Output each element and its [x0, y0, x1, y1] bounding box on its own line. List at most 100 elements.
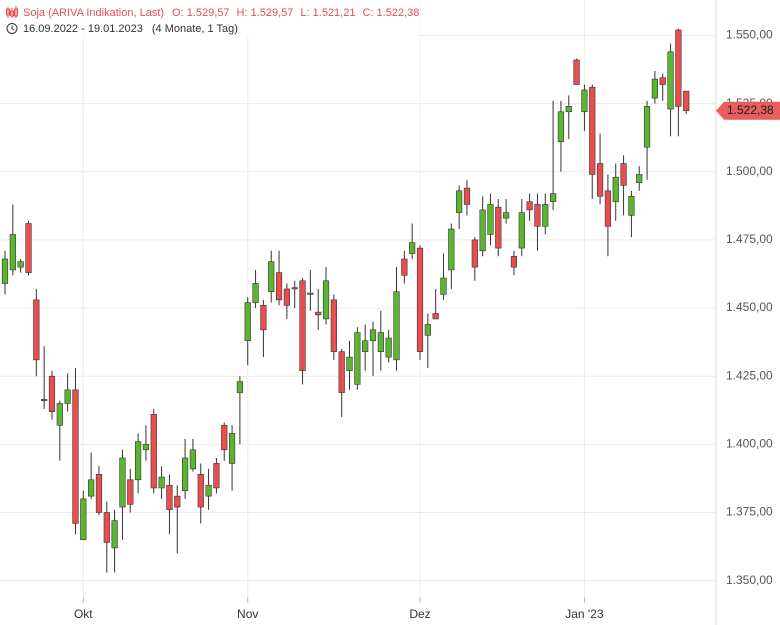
- candle-body: [72, 389, 79, 524]
- candle-body: [385, 337, 392, 358]
- candles: [1, 28, 690, 573]
- candle-body: [48, 375, 56, 412]
- candle-body: [41, 399, 48, 402]
- candle-body: [596, 163, 604, 197]
- candle-body: [573, 59, 580, 85]
- candle-body: [9, 234, 16, 271]
- candle-body: [299, 280, 306, 372]
- header-bg: [0, 0, 420, 38]
- candle-body: [354, 332, 361, 385]
- candle-body: [283, 288, 290, 306]
- candle-body: [534, 204, 541, 227]
- subtitle: 16.09.2022 - 19.01.2023: [23, 23, 143, 35]
- candle-body: [612, 176, 619, 203]
- candle-body: [181, 457, 189, 491]
- y-tick-label: 1.500,00: [726, 164, 773, 178]
- candle-body: [659, 77, 666, 85]
- candle-body: [643, 106, 651, 148]
- candle-body: [369, 329, 377, 342]
- candle-body: [56, 403, 63, 426]
- candle-body: [338, 351, 345, 393]
- candle-body: [542, 204, 549, 227]
- candle-body: [197, 474, 204, 508]
- y-tick-label: 1.375,00: [726, 505, 773, 519]
- candle-body: [651, 78, 658, 99]
- candle-body: [589, 86, 596, 175]
- candle-body: [103, 512, 110, 543]
- ohlc-label: O: 1.529,57: [172, 7, 230, 19]
- grid: [0, 0, 716, 597]
- candle-body: [503, 212, 510, 219]
- candle-icon: [6, 6, 18, 18]
- y-tick-label: 1.425,00: [726, 368, 773, 382]
- candle-body: [557, 111, 565, 143]
- ohlc-label: C: 1.522,38: [362, 7, 419, 19]
- candle-body: [322, 280, 330, 320]
- candle-body: [456, 190, 463, 213]
- candle-body: [213, 463, 220, 489]
- candle-body: [581, 89, 588, 113]
- candle-body: [315, 311, 322, 316]
- candle-body: [228, 433, 236, 464]
- y-tick-label: 1.475,00: [726, 232, 773, 246]
- candle-body: [471, 239, 478, 268]
- candle-body: [64, 389, 71, 404]
- y-tick-label: 1.450,00: [726, 300, 773, 314]
- candle-body: [675, 29, 682, 107]
- candle-body: [150, 414, 157, 489]
- y-tick-label: 1.400,00: [726, 437, 773, 451]
- candle-body: [604, 190, 612, 227]
- candle-body: [17, 261, 24, 268]
- candle-body: [620, 163, 627, 186]
- candle-body: [166, 484, 173, 511]
- candle-body: [440, 277, 447, 295]
- candle-body: [667, 51, 674, 110]
- x-tick-label: Okt: [74, 607, 93, 621]
- candle-body: [244, 302, 251, 342]
- candle-body: [158, 476, 165, 489]
- candle-body: [401, 258, 408, 276]
- candle-body: [111, 520, 118, 549]
- candle-body: [416, 247, 424, 352]
- candle-body: [377, 332, 384, 352]
- candle-body: [291, 287, 298, 290]
- candle-body: [393, 291, 400, 361]
- candle-body: [88, 479, 95, 497]
- period: (4 Monate, 1 Tag): [152, 23, 238, 35]
- candle-body: [487, 204, 494, 235]
- last-price-marker: [716, 101, 780, 120]
- candle-body: [479, 209, 486, 252]
- axis: 1.350,00 1.375,00 1.400,00 1.425,00 1.450,00…: [74, 28, 780, 621]
- candle-body: [33, 299, 40, 361]
- candle-body: [518, 212, 525, 249]
- candle-body: [526, 201, 533, 211]
- candle-body: [346, 356, 353, 372]
- x-tick-label: Jan '23: [565, 607, 604, 621]
- header: Soja (ARIVA Indikation, Last) 16.09.2022…: [0, 0, 420, 38]
- candle-body: [1, 258, 9, 284]
- y-tick-label: 1.350,00: [726, 573, 773, 587]
- candle-body: [628, 195, 635, 216]
- candle-body: [448, 228, 455, 271]
- clock-icon: [6, 23, 18, 34]
- y-tick-label: 1.550,00: [726, 28, 773, 42]
- chart-title: Soja (ARIVA Indikation, Last): [23, 7, 164, 19]
- candle-body: [683, 90, 690, 112]
- candle-body: [275, 272, 283, 301]
- x-tick-label: Dez: [409, 607, 430, 621]
- candle-body: [463, 187, 471, 205]
- candle-body: [80, 498, 87, 541]
- candle-body: [25, 223, 32, 273]
- ohlc-label: L: 1.521,21: [300, 7, 355, 19]
- candle-body: [307, 292, 314, 295]
- candle-body: [174, 495, 181, 508]
- candle-body: [565, 106, 572, 113]
- candle-body: [636, 174, 643, 183]
- candle-body: [236, 381, 244, 393]
- candle-body: [260, 305, 267, 331]
- candle-body: [424, 324, 431, 336]
- candle-body: [252, 283, 259, 303]
- candle-body: [432, 313, 439, 320]
- candle-body: [268, 261, 275, 292]
